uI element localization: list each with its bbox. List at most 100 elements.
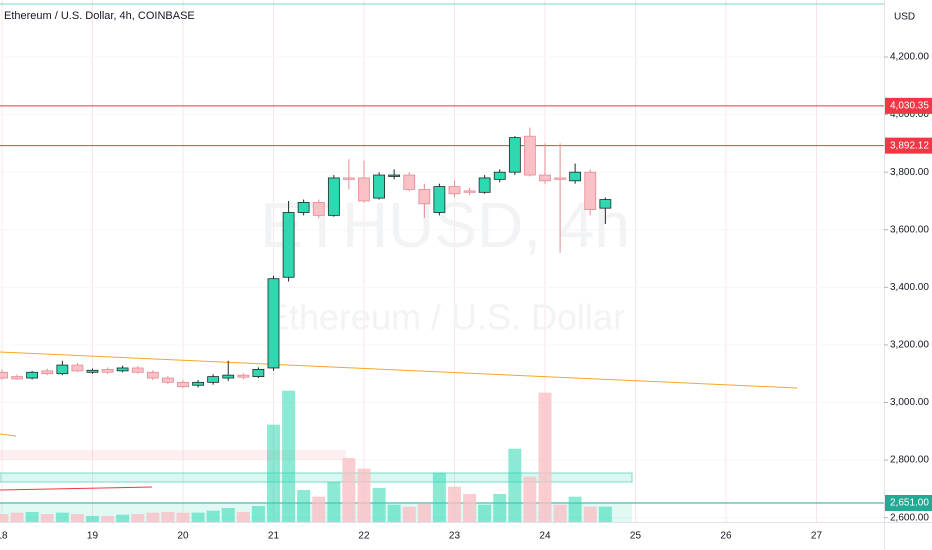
- volume-bar: [553, 504, 567, 522]
- volume-bar: [191, 512, 205, 522]
- candle-body: [358, 177, 370, 202]
- volume-bar: [10, 512, 24, 522]
- volume-bar: [508, 448, 522, 522]
- volume-bar: [538, 392, 552, 522]
- volume: [0, 390, 612, 522]
- volume-bar: [25, 512, 39, 522]
- volume-bar: [161, 512, 175, 522]
- candle-body: [373, 174, 386, 199]
- candle-body: [237, 374, 250, 378]
- x-tick-label: 18: [0, 531, 8, 542]
- volume-bar: [342, 458, 356, 522]
- candle-body: [86, 369, 99, 373]
- candle-body: [312, 202, 325, 216]
- volume-bar: [312, 496, 326, 522]
- candle-body: [599, 199, 612, 209]
- price-tag-label: 2,651.00: [890, 498, 929, 509]
- candle-body: [41, 370, 54, 375]
- chart-title: Ethereum / U.S. Dollar, 4h, COINBASE: [4, 10, 195, 22]
- volume-bar: [70, 514, 84, 522]
- candle-body: [161, 377, 174, 383]
- candle-body: [508, 137, 521, 173]
- candle-body: [463, 190, 476, 193]
- y-tick-label: 3,200.00: [890, 340, 929, 351]
- candle-body: [177, 381, 189, 388]
- zone: [0, 472, 633, 483]
- volume-bar: [131, 514, 145, 522]
- x-tick-label: 24: [539, 531, 551, 542]
- y-tick-label: 2,600.00: [890, 512, 929, 523]
- y-tick-label: 3,600.00: [890, 224, 929, 235]
- candle-body: [11, 376, 24, 380]
- trend-line: [0, 351, 798, 389]
- volume-bar: [282, 390, 296, 522]
- candle-body: [131, 367, 144, 373]
- x-tick-label: 19: [87, 531, 99, 542]
- candle-body: [433, 186, 446, 213]
- candle-body: [252, 369, 265, 378]
- volume-bar: [101, 516, 115, 522]
- x-tick-label: 21: [268, 531, 280, 542]
- candle-body: [222, 374, 235, 379]
- candle-body: [584, 171, 597, 211]
- price-tag: [885, 97, 932, 114]
- x-tick-label: 27: [811, 531, 823, 542]
- volume-bar: [176, 512, 190, 522]
- candle-body: [478, 177, 491, 193]
- volume-bar: [493, 494, 507, 522]
- volume-bar: [463, 494, 477, 522]
- x-tick-label: 23: [449, 531, 461, 542]
- volume-bar: [583, 506, 597, 522]
- volume-bar: [568, 496, 582, 522]
- candle-body: [493, 171, 506, 180]
- volume-bar: [116, 514, 130, 522]
- candle-body: [146, 371, 159, 379]
- candle-body: [569, 171, 582, 182]
- volume-bar: [417, 504, 431, 522]
- candle-body: [267, 278, 280, 369]
- candle-body: [539, 174, 551, 182]
- candle-body: [116, 367, 129, 372]
- candle-body: [207, 376, 220, 383]
- volume-bar: [327, 482, 341, 522]
- volume-bar: [387, 504, 401, 522]
- price-tag-label: 4,030.35: [890, 100, 929, 111]
- volume-bar: [40, 514, 54, 522]
- y-tick-label: 4,000.00: [890, 109, 929, 120]
- candle-body: [554, 177, 567, 180]
- watermark: Ethereum / U.S. Dollar: [265, 297, 625, 338]
- candle-body: [403, 174, 416, 190]
- price-tag: [885, 494, 932, 511]
- zone: [0, 450, 346, 460]
- x-tick-label: 20: [177, 531, 189, 542]
- volume-bar: [432, 472, 446, 522]
- x-tick-label: 25: [630, 531, 642, 542]
- volume-bar: [478, 504, 492, 522]
- volume-bar: [402, 506, 416, 522]
- volume-bar: [266, 424, 280, 522]
- price-tag: [885, 137, 932, 154]
- y-tick-label: 4,200.00: [890, 52, 929, 63]
- candles: [0, 127, 612, 389]
- volume-bar: [598, 506, 612, 522]
- candle-body: [282, 212, 295, 278]
- candle-body: [342, 177, 355, 180]
- y-tick-label: 2,800.00: [890, 455, 929, 466]
- candle-body: [297, 202, 310, 213]
- candle-body: [388, 174, 401, 177]
- candle-body: [418, 189, 431, 205]
- candle-body: [192, 381, 205, 386]
- volume-bar: [221, 508, 235, 522]
- y-tick-label: 3,400.00: [890, 282, 929, 293]
- candle-body: [523, 135, 536, 176]
- volume-bar: [523, 476, 537, 522]
- currency-label: USD: [894, 12, 915, 23]
- volume-bar: [55, 512, 69, 522]
- volume-bar: [357, 468, 371, 522]
- volume-bar: [146, 512, 160, 522]
- price-tag-label: 3,892.12: [890, 140, 929, 151]
- volume-bar: [0, 514, 9, 522]
